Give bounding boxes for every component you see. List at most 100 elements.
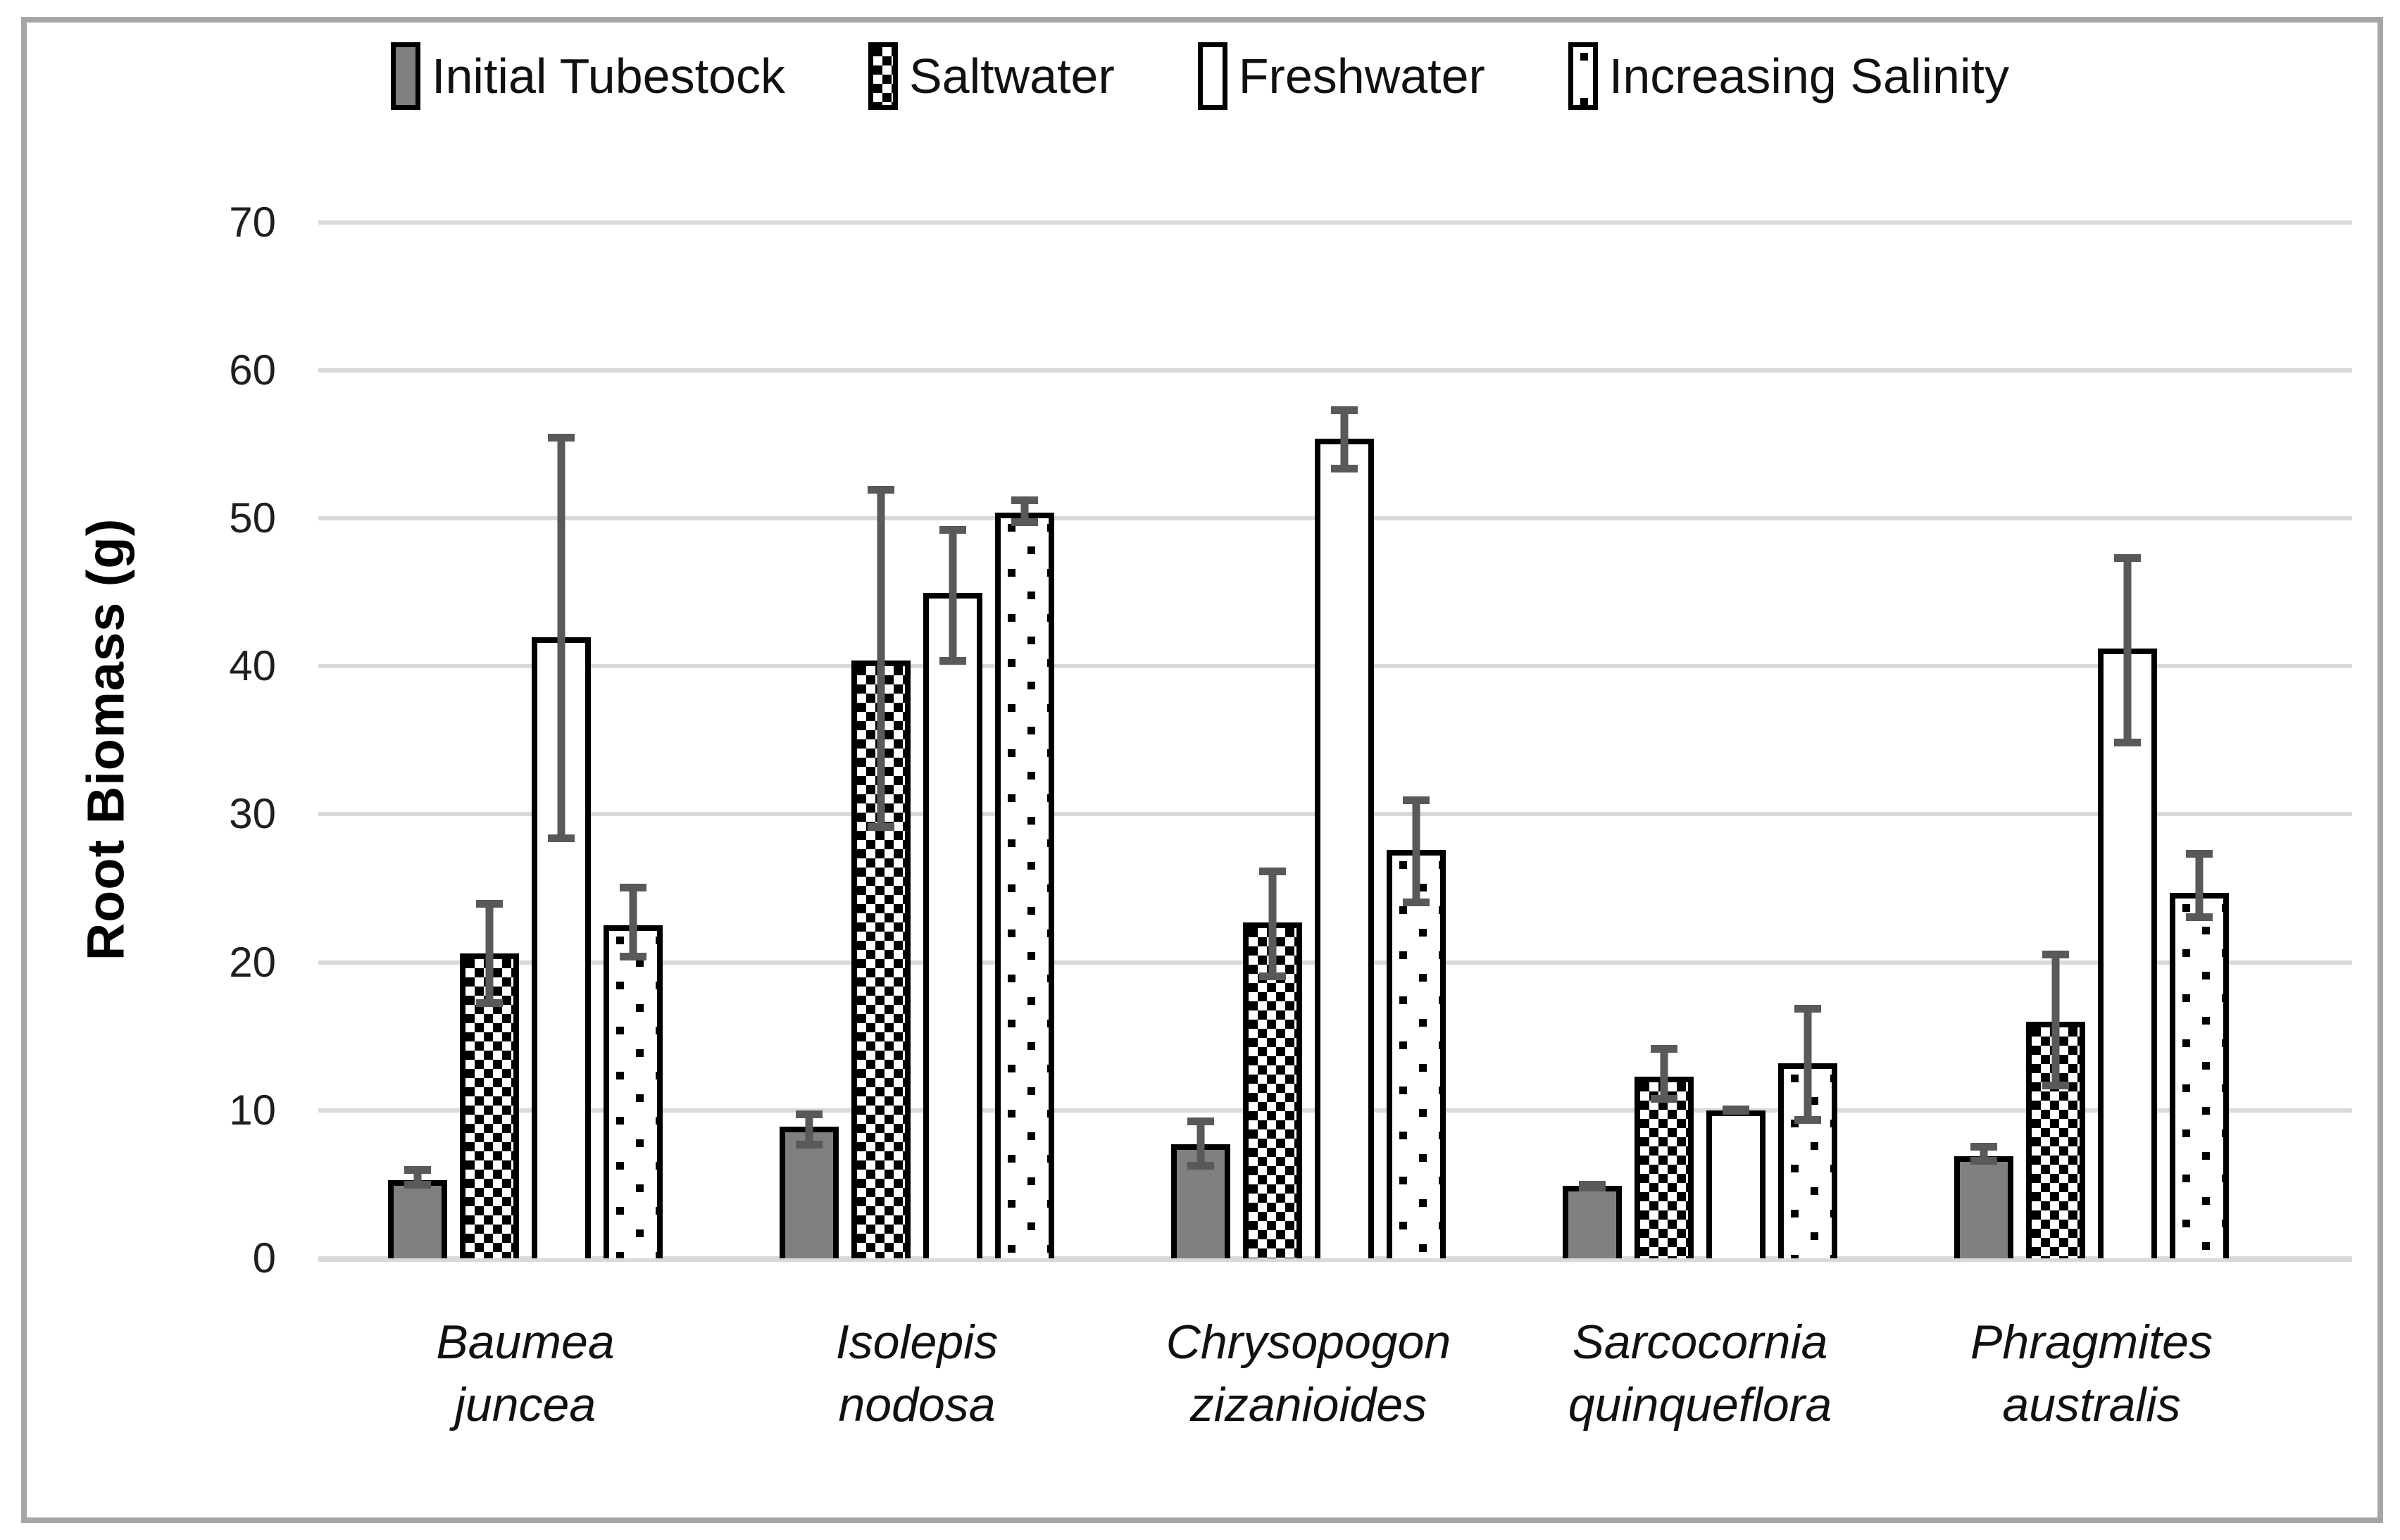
error-bar-line — [1412, 796, 1420, 906]
y-tick-label: 10 — [229, 1086, 276, 1134]
error-bar-line — [413, 1166, 422, 1189]
error-bar-line — [805, 1110, 813, 1149]
bar-increasing-salinity-chrysopogon-zizanioides — [1387, 850, 1446, 1258]
error-bar-cap-top — [2186, 849, 2213, 858]
chart-outer-frame — [21, 17, 2383, 1523]
error-bar-cap-top — [1331, 406, 1358, 414]
category-label-chrysopogon-zizanioides: Chrysopogon zizanioides — [1165, 1315, 1451, 1432]
error-bar-line — [1020, 496, 1029, 526]
error-bar-initial-tubestock-phragmites-australis — [1970, 1142, 1997, 1165]
error-bar-line — [485, 900, 494, 1007]
bar-increasing-salinity-sarcocornia-quinqueflora — [1778, 1063, 1837, 1258]
legend-item-saltwater: Saltwater — [868, 42, 1115, 110]
legend-label: Increasing Salinity — [1608, 49, 2009, 104]
error-bar-cap-top — [2042, 950, 2069, 958]
error-bar-cap-top — [404, 1166, 431, 1175]
error-bar-cap-top — [2114, 553, 2141, 562]
bar-increasing-salinity-phragmites-australis — [2170, 893, 2229, 1258]
error-bar-cap-bottom — [2042, 1082, 2069, 1090]
error-bar-cap-top — [1403, 796, 1430, 805]
error-bar-line — [1660, 1045, 1668, 1103]
plot-area: 0 10 20 30 40 50 60 70 Baumea juncea Isolepis nod… — [229, 201, 2352, 1432]
error-bar-cap-top — [620, 884, 646, 892]
error-bar-saltwater-sarcocornia-quinqueflora — [1651, 1045, 1677, 1103]
error-bar-cap-bottom — [476, 999, 503, 1007]
error-bar-increasing-salinity-isolepis-nodosa — [1011, 496, 1038, 526]
y-tick-label: 40 — [229, 642, 276, 690]
error-bar-cap-top — [796, 1110, 823, 1118]
error-bar-line — [629, 884, 637, 961]
bar-initial-tubestock-phragmites-australis — [1954, 1156, 2013, 1258]
error-bar-freshwater-baumea-juncea — [548, 434, 575, 843]
bar-freshwater-isolepis-nodosa — [923, 592, 982, 1258]
error-bar-line — [557, 434, 565, 843]
gridline-0 — [318, 1256, 2352, 1262]
y-tick-label: 0 — [252, 1234, 276, 1282]
legend-label: Freshwater — [1238, 49, 1485, 104]
error-bar-cap-bottom — [2114, 738, 2141, 746]
error-bar-freshwater-chrysopogon-zizanioides — [1331, 406, 1358, 473]
gridline-70 — [318, 220, 2352, 225]
error-bar-line — [2195, 849, 2204, 921]
y-tick-label: 50 — [229, 494, 276, 542]
error-bar-initial-tubestock-isolepis-nodosa — [796, 1110, 823, 1149]
category-label-baumea-juncea: Baumea juncea — [436, 1315, 615, 1432]
error-bar-freshwater-sarcocornia-quinqueflora — [1723, 1105, 1749, 1115]
category-label-isolepis-nodosa: Isolepis nodosa — [835, 1315, 999, 1432]
error-bar-cap-bottom — [1011, 518, 1038, 526]
error-bar-cap-top — [1259, 868, 1286, 876]
bar-freshwater-phragmites-australis — [2098, 649, 2157, 1258]
error-bar-cap-top — [1794, 1005, 1821, 1013]
error-bar-cap-bottom — [796, 1141, 823, 1149]
error-bar-line — [949, 525, 957, 665]
error-bar-line — [2051, 950, 2060, 1090]
category-label-sarcocornia-quinqueflora: Sarcocornia quinqueflora — [1568, 1315, 1832, 1432]
error-bar-cap-bottom — [2186, 913, 2213, 921]
error-bar-saltwater-baumea-juncea — [476, 900, 503, 1007]
y-tick-label: 70 — [229, 199, 276, 246]
bar-freshwater-sarcocornia-quinqueflora — [1706, 1110, 1765, 1258]
error-bar-cap-bottom — [548, 834, 575, 843]
legend-swatch-checker-icon — [868, 42, 898, 110]
error-bar-initial-tubestock-baumea-juncea — [404, 1166, 431, 1189]
error-bar-cap-bottom — [1651, 1095, 1677, 1103]
error-bar-cap-top — [476, 900, 503, 908]
y-axis-title: Root Biomass (g) — [76, 518, 135, 961]
error-bar-cap-bottom — [1187, 1161, 1214, 1170]
error-bar-cap-top — [548, 434, 575, 442]
error-bar-increasing-salinity-chrysopogon-zizanioides — [1403, 796, 1430, 906]
error-bar-initial-tubestock-sarcocornia-quinqueflora — [1579, 1181, 1606, 1192]
error-bar-cap-bottom — [1259, 972, 1286, 980]
error-bar-line — [1196, 1118, 1205, 1170]
gridline-60 — [318, 368, 2352, 373]
error-bar-freshwater-isolepis-nodosa — [939, 525, 966, 665]
bar-increasing-salinity-isolepis-nodosa — [995, 513, 1054, 1258]
legend-item-increasing-salinity: Increasing Salinity — [1568, 42, 2009, 110]
error-bar-cap-top — [868, 485, 894, 494]
error-bar-cap-bottom — [1331, 465, 1358, 473]
error-bar-saltwater-chrysopogon-zizanioides — [1259, 868, 1286, 980]
error-bar-cap-top — [1187, 1118, 1214, 1126]
y-tick-label: 60 — [229, 346, 276, 394]
bar-saltwater-sarcocornia-quinqueflora — [1635, 1076, 1694, 1258]
legend-item-initial-tubestock: Initial Tubestock — [391, 42, 785, 110]
bar-increasing-salinity-baumea-juncea — [604, 925, 663, 1258]
error-bar-saltwater-isolepis-nodosa — [868, 485, 894, 831]
legend-swatch-dots-icon — [1568, 42, 1598, 110]
error-bar-cap-bottom — [1970, 1157, 1997, 1165]
legend-label: Initial Tubestock — [432, 49, 785, 104]
error-bar-cap-top — [1970, 1142, 1997, 1151]
error-bar-line — [1804, 1005, 1812, 1124]
error-bar-increasing-salinity-phragmites-australis — [2186, 849, 2213, 921]
legend-swatch-plain-icon — [1197, 42, 1227, 110]
legend-item-freshwater: Freshwater — [1197, 42, 1485, 110]
bar-saltwater-baumea-juncea — [460, 953, 519, 1258]
error-bar-line — [2123, 553, 2132, 746]
error-bar-line — [877, 485, 885, 831]
error-bar-saltwater-phragmites-australis — [2042, 950, 2069, 1090]
error-bar-cap-bottom — [404, 1180, 431, 1189]
error-bar-cap-bottom — [1579, 1184, 1606, 1192]
y-tick-label: 30 — [229, 790, 276, 838]
error-bar-increasing-salinity-baumea-juncea — [620, 884, 646, 961]
